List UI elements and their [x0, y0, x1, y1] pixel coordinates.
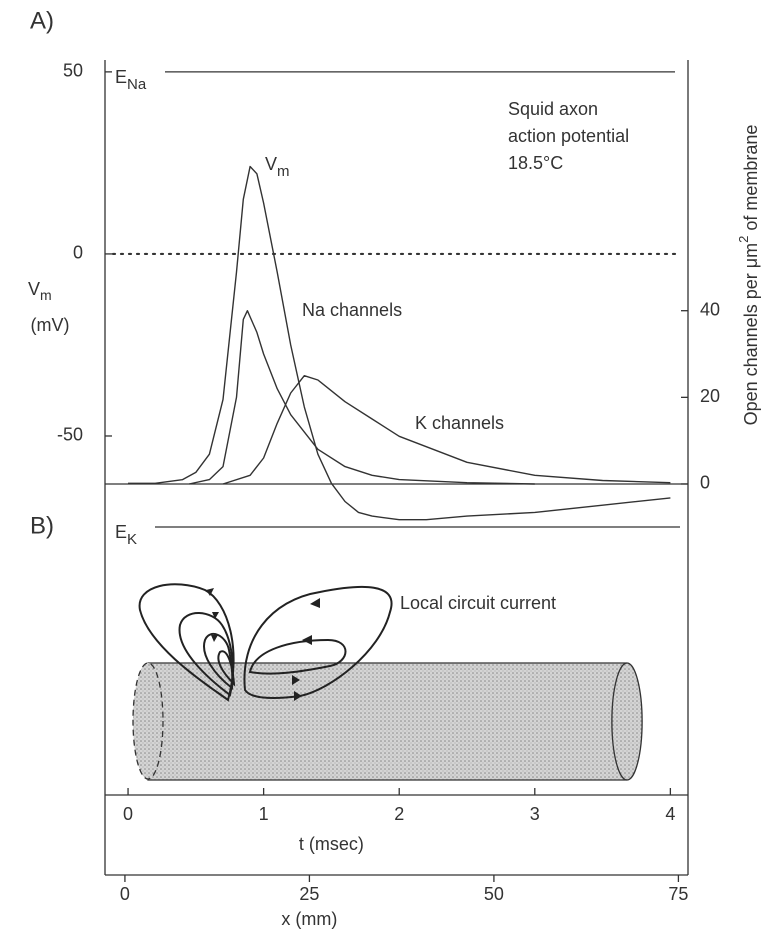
y2-tick-label: 20 — [700, 386, 720, 406]
reference-label-sub: K — [127, 531, 137, 548]
x-tick-label: 2 — [394, 804, 404, 824]
x2-tick-label: 0 — [120, 884, 130, 904]
x-tick-label: 0 — [123, 804, 133, 824]
x-tick-label: 4 — [665, 804, 675, 824]
y-title-sub: m — [40, 287, 52, 303]
y-axis-unit: (mV) — [31, 315, 70, 335]
x2-tick-label: 75 — [668, 884, 688, 904]
series-name-sub: m — [277, 163, 290, 180]
annotation: 18.5°C — [508, 153, 563, 173]
reference-label-sub: Na — [127, 76, 147, 93]
series-name: V — [265, 154, 277, 174]
y-tick-label: -50 — [57, 425, 83, 445]
series-label: Na channels — [302, 300, 402, 320]
y2-tick-label: 40 — [700, 299, 720, 319]
y2-title-a: Open channels per μm — [741, 243, 761, 425]
y-tick-label: 50 — [63, 61, 83, 81]
x2-tick-label: 25 — [299, 884, 319, 904]
series-name: Na channels — [302, 300, 402, 320]
panel-label: B) — [30, 512, 54, 539]
x2-axis-title: x (mm) — [281, 909, 337, 929]
axon-edge — [611, 662, 628, 781]
reference-label: ENa — [115, 67, 147, 93]
reference-label-main: E — [115, 522, 127, 542]
y-tick-label: 0 — [73, 243, 83, 263]
x-tick-label: 1 — [259, 804, 269, 824]
annotation: Squid axon — [508, 99, 598, 119]
x-axis-title: t (msec) — [299, 834, 364, 854]
series-line — [188, 310, 535, 485]
y2-title-b: of membrane — [741, 125, 761, 236]
axon-end — [132, 662, 164, 780]
series-label: Vm — [265, 154, 290, 180]
annotation: action potential — [508, 126, 629, 146]
current-arrows — [206, 588, 320, 701]
axon-body — [147, 662, 643, 781]
x2-tick-label: 50 — [484, 884, 504, 904]
reference-label: EK — [115, 522, 137, 548]
axon-diagram — [132, 583, 643, 781]
x-tick-label: 3 — [530, 804, 540, 824]
y-title-main: V — [28, 279, 40, 299]
series-label: K channels — [415, 413, 504, 433]
reference-label-main: E — [115, 67, 127, 87]
panel-label: A) — [30, 7, 54, 34]
y2-axis-title: Open channels per μm2 of membrane — [736, 125, 760, 426]
y2-title-sup: 2 — [736, 236, 751, 243]
series-line — [222, 375, 671, 485]
diagram-label: Local circuit current — [400, 593, 556, 613]
series-line — [128, 165, 671, 521]
y-axis-title: Vm — [28, 279, 52, 303]
y2-tick-label: 0 — [700, 473, 710, 493]
series-name: K channels — [415, 413, 504, 433]
